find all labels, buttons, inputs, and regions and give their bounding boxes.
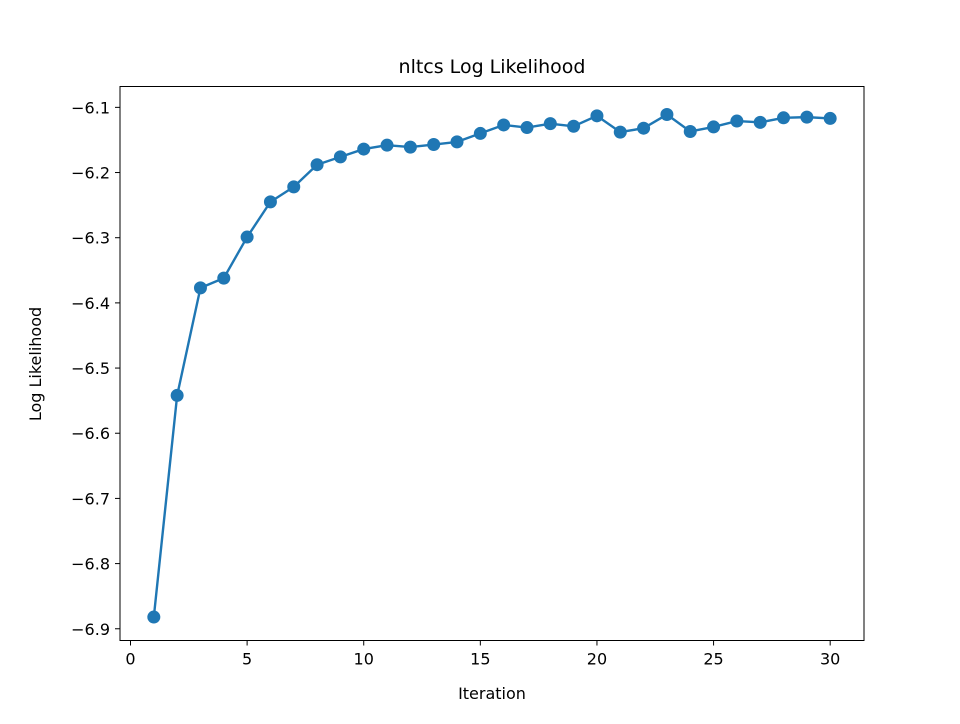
data-point bbox=[310, 158, 324, 172]
x-axis-label: Iteration bbox=[458, 684, 526, 703]
data-point bbox=[520, 121, 534, 135]
data-point bbox=[287, 180, 301, 194]
y-tick-label: −6.7 bbox=[71, 489, 110, 508]
data-point bbox=[427, 138, 441, 152]
data-point bbox=[730, 114, 744, 128]
data-point bbox=[613, 125, 627, 139]
x-tick-label: 20 bbox=[587, 650, 607, 669]
data-point bbox=[240, 230, 254, 244]
data-point bbox=[543, 117, 557, 131]
y-tick-label: −6.6 bbox=[71, 424, 110, 443]
data-point bbox=[380, 138, 394, 152]
y-tick-label: −6.2 bbox=[71, 164, 110, 183]
data-point bbox=[263, 195, 277, 209]
data-point bbox=[170, 388, 184, 402]
data-point bbox=[567, 119, 581, 133]
x-tick-label: 5 bbox=[242, 650, 252, 669]
x-tick-label: 25 bbox=[703, 650, 723, 669]
plot-series bbox=[147, 108, 837, 624]
x-tick-label: 10 bbox=[354, 650, 374, 669]
data-point bbox=[403, 140, 417, 154]
data-point bbox=[637, 121, 651, 135]
data-point bbox=[147, 610, 161, 624]
data-point bbox=[707, 120, 721, 134]
data-point bbox=[473, 126, 487, 140]
data-point bbox=[450, 135, 464, 149]
data-point bbox=[777, 111, 791, 125]
y-tick-label: −6.5 bbox=[71, 359, 110, 378]
data-point bbox=[333, 150, 347, 164]
data-point bbox=[660, 108, 674, 122]
y-tick-label: −6.9 bbox=[71, 620, 110, 639]
y-tick-label: −6.4 bbox=[71, 294, 110, 313]
y-tick-label: −6.1 bbox=[71, 98, 110, 117]
x-tick-label: 15 bbox=[470, 650, 490, 669]
data-point bbox=[753, 115, 767, 129]
data-point bbox=[590, 109, 604, 123]
chart-title: nltcs Log Likelihood bbox=[399, 56, 586, 78]
x-tick-label: 0 bbox=[125, 650, 135, 669]
y-axis-ticks: −6.1 −6.2 −6.3 −6.4 −6.5 −6.6 −6.7 −6.8 −6.9 bbox=[71, 98, 120, 639]
y-tick-label: −6.3 bbox=[71, 229, 110, 248]
data-point bbox=[823, 111, 837, 125]
data-point bbox=[193, 281, 207, 295]
y-axis-label: Log Likelihood bbox=[26, 307, 45, 421]
data-point bbox=[800, 110, 814, 124]
data-point bbox=[217, 271, 231, 285]
data-point bbox=[357, 142, 371, 156]
x-axis-ticks: 0 5 10 15 20 25 30 bbox=[125, 640, 840, 669]
data-point bbox=[683, 124, 697, 138]
x-tick-label: 30 bbox=[820, 650, 840, 669]
data-point bbox=[497, 118, 511, 132]
plot-area-frame bbox=[119, 86, 865, 641]
y-tick-label: −6.8 bbox=[71, 555, 110, 574]
